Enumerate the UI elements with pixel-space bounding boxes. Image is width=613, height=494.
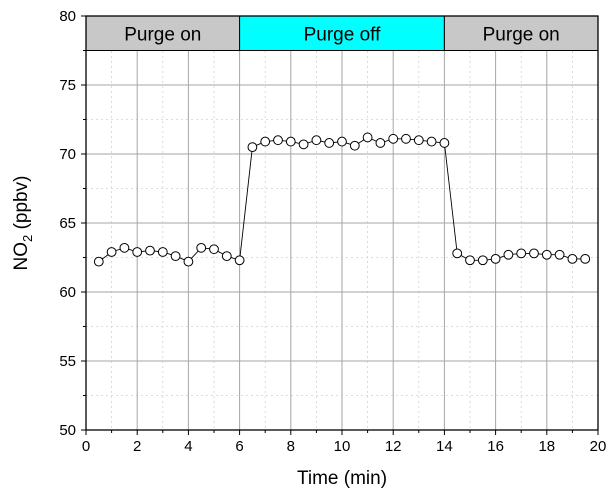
y-axis-title-unit: (ppbv) — [11, 176, 32, 235]
band-label-2: Purge off — [304, 24, 381, 45]
band-label-1: Purge on — [124, 24, 201, 45]
y-tick-label: 55 — [59, 353, 76, 370]
data-point — [413, 135, 424, 146]
data-point — [247, 142, 258, 153]
band-3 — [443, 15, 599, 51]
x-tick-label: 6 — [235, 438, 243, 455]
y-tick-label: 70 — [59, 146, 76, 163]
data-point — [234, 255, 245, 266]
condition-bands: Purge on Purge off Purge on — [85, 15, 599, 51]
data-point — [388, 133, 399, 144]
data-point — [183, 256, 194, 267]
y-axis-title: NO2 (ppbv) — [11, 176, 35, 271]
data-point — [145, 245, 155, 256]
x-tick-label: 14 — [436, 438, 453, 455]
data-point — [337, 136, 347, 147]
data-point — [209, 244, 219, 255]
x-tick-label: 8 — [287, 438, 295, 455]
band-label-3: Purge on — [483, 24, 560, 45]
data-series — [93, 132, 591, 267]
band-1 — [85, 15, 241, 51]
data-point — [221, 251, 232, 262]
data-point — [298, 139, 309, 150]
y-tick-label: 60 — [59, 284, 76, 301]
y-axis-ticks: 50 55 60 65 70 75 80 — [59, 8, 86, 439]
data-point — [554, 249, 565, 260]
y-axis-title-subscript: 2 — [20, 235, 35, 242]
data-point — [119, 242, 130, 253]
data-point — [196, 242, 207, 253]
data-point — [541, 249, 552, 260]
data-point — [285, 136, 296, 147]
x-tick-label: 16 — [487, 438, 504, 455]
y-tick-label: 80 — [59, 8, 76, 25]
data-point — [362, 132, 373, 143]
grid — [85, 15, 599, 431]
x-tick-label: 20 — [590, 438, 607, 455]
data-point — [132, 247, 143, 257]
data-point — [375, 138, 386, 148]
data-point — [170, 251, 181, 262]
y-tick-label: 50 — [59, 422, 76, 439]
data-point — [260, 136, 271, 147]
data-point — [580, 253, 591, 264]
data-point — [324, 138, 335, 148]
x-tick-label: 18 — [538, 438, 555, 455]
data-point — [349, 140, 360, 151]
data-point — [401, 133, 411, 144]
data-point — [529, 248, 539, 259]
data-point — [311, 135, 322, 146]
data-point — [452, 248, 463, 259]
data-point — [273, 135, 283, 146]
data-point — [157, 247, 168, 257]
y-tick-label: 75 — [59, 77, 76, 94]
x-tick-label: 4 — [184, 438, 192, 455]
x-axis-ticks: 0 2 4 6 8 10 12 14 16 18 20 — [82, 430, 607, 455]
x-tick-label: 0 — [82, 438, 90, 455]
y-tick-label: 65 — [59, 215, 76, 232]
data-point — [503, 249, 514, 260]
data-point — [477, 255, 488, 266]
x-tick-label: 10 — [334, 438, 351, 455]
data-point — [490, 253, 501, 264]
x-axis-title: Time (min) — [297, 468, 387, 489]
x-tick-label: 2 — [133, 438, 141, 455]
data-point — [426, 136, 437, 147]
y-axis-title-main: NO — [11, 242, 32, 271]
data-point — [567, 253, 578, 264]
data-point — [106, 247, 117, 257]
data-point — [516, 248, 527, 259]
x-tick-label: 12 — [385, 438, 402, 455]
data-point — [465, 255, 475, 266]
data-point — [439, 138, 450, 148]
data-point — [93, 256, 104, 267]
